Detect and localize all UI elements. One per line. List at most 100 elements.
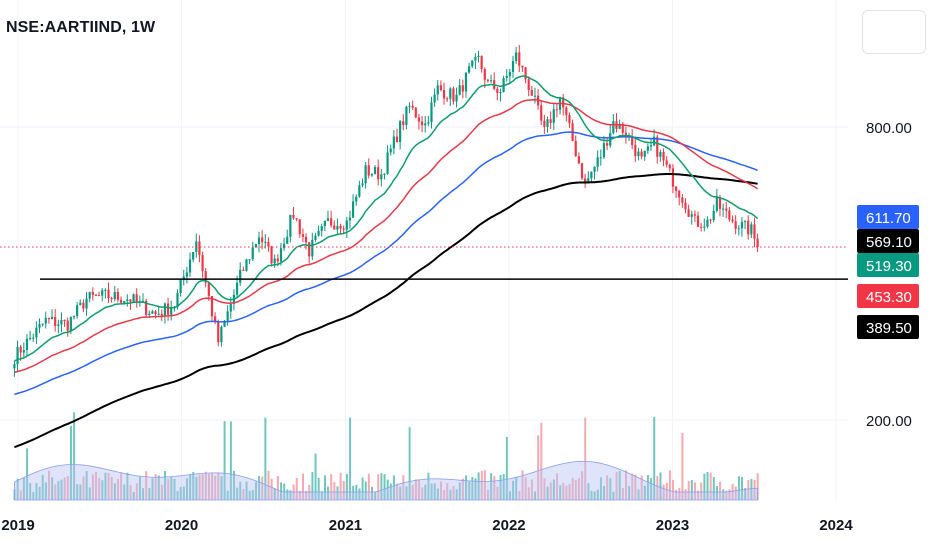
volume-bar — [427, 472, 430, 500]
y-tick-label: 200.00 — [866, 413, 912, 430]
volume-bar — [496, 486, 499, 500]
candle-body — [323, 221, 326, 227]
candle-body — [351, 201, 355, 218]
candle-body — [653, 136, 656, 146]
candle-body — [515, 52, 518, 62]
volume-bar — [207, 473, 210, 500]
volume-bar — [728, 489, 731, 500]
volume-bar — [656, 476, 659, 500]
volume-bar — [364, 481, 367, 500]
candle-body — [377, 167, 380, 180]
candle-body — [659, 151, 662, 157]
candle-body — [270, 246, 273, 264]
volume-bar — [392, 475, 395, 500]
candle-body — [546, 119, 549, 127]
candle-body — [107, 289, 110, 299]
volume-bar — [703, 473, 706, 500]
volume-bar — [367, 473, 370, 500]
volume-bar — [505, 436, 508, 500]
candle-body — [386, 152, 389, 174]
candle-body — [703, 226, 706, 228]
volume-bar — [609, 478, 612, 500]
candle-body — [91, 292, 94, 295]
volume-bar — [587, 483, 590, 500]
volume-bar — [352, 485, 355, 500]
volume-bar — [565, 485, 568, 500]
candle-body — [555, 109, 559, 111]
candle-body — [320, 226, 323, 231]
x-tick-label: 2024 — [819, 517, 853, 534]
volume-bar — [214, 476, 217, 500]
candle-body — [402, 121, 405, 125]
volume-bar — [737, 476, 740, 500]
volume-bar — [126, 472, 129, 500]
candle-body — [97, 295, 101, 297]
volume-bar — [712, 476, 715, 500]
volume-bar — [396, 483, 399, 500]
volume-bar — [91, 474, 94, 500]
volume-bar — [151, 478, 154, 500]
candle-body — [684, 202, 687, 210]
volume-bar — [98, 478, 101, 500]
candle-body — [32, 337, 35, 339]
candle-body — [336, 225, 339, 230]
candle-body — [574, 140, 577, 157]
volume-bar — [449, 489, 452, 500]
volume-bar — [549, 482, 552, 500]
volume-bar — [483, 470, 486, 500]
volume-bar — [195, 476, 198, 500]
candle-body — [88, 292, 91, 299]
volume-bar — [593, 491, 596, 500]
volume-bar — [198, 474, 201, 500]
candle-body — [380, 174, 383, 180]
candle-body — [737, 228, 740, 230]
candle-body — [383, 173, 386, 175]
volume-bar — [154, 474, 157, 500]
chart-settings-button[interactable] — [862, 10, 926, 54]
candle-body — [731, 219, 734, 222]
candle-body — [405, 106, 408, 125]
candle-body — [442, 89, 446, 99]
candle-body — [235, 282, 239, 295]
volume-bar — [305, 491, 308, 500]
candle-body — [47, 317, 51, 320]
volume-bar — [167, 479, 170, 500]
volume-bar — [370, 486, 373, 500]
volume-bar — [399, 486, 402, 500]
volume-bar — [217, 473, 220, 500]
volume-bar — [107, 472, 110, 500]
candle-body — [678, 190, 681, 198]
volume-bar — [540, 422, 543, 500]
volume-bar — [455, 489, 458, 500]
volume-bar — [327, 486, 330, 500]
candle-body — [668, 164, 671, 169]
candle-body — [63, 319, 66, 321]
candle-body — [314, 235, 317, 241]
volume-bar — [468, 481, 471, 500]
candle-body — [170, 308, 173, 315]
candle-body — [562, 97, 565, 108]
candle-body — [446, 98, 449, 100]
volume-bar — [211, 472, 214, 500]
volume-bar — [715, 485, 718, 500]
candle-body — [289, 214, 292, 237]
volume-bar — [355, 484, 358, 500]
volume-bar — [261, 476, 264, 500]
volume-bar — [389, 483, 392, 500]
candle-body — [348, 217, 352, 221]
volume-bar — [185, 478, 188, 500]
volume-bar — [700, 482, 703, 500]
volume-bar — [383, 474, 386, 500]
volume-bar — [336, 486, 339, 500]
volume-bar — [270, 478, 273, 500]
volume-bar — [596, 489, 599, 500]
candle-body — [461, 85, 464, 92]
candle-body — [282, 243, 286, 249]
volume-bar — [135, 483, 138, 500]
candle-body — [543, 120, 546, 127]
candle-body — [286, 236, 289, 244]
volume-bar — [418, 479, 421, 500]
candle-body — [79, 302, 82, 306]
candle-body — [602, 143, 606, 158]
